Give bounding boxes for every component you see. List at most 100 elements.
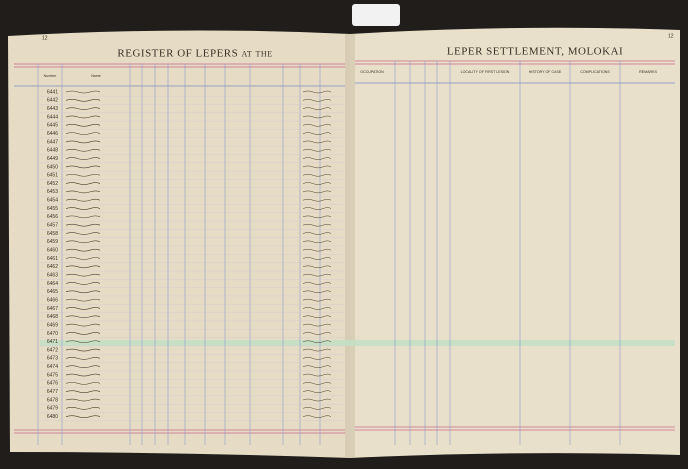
handwriting xyxy=(65,232,101,235)
left-page xyxy=(8,30,350,458)
handwriting xyxy=(302,198,332,202)
column-header: LOCALITY OF FIRST LESION xyxy=(461,70,510,74)
handwriting xyxy=(302,348,332,352)
page-title: LEPER SETTLEMENT, MOLOKAI xyxy=(447,46,623,58)
column-header: HISTORY OF CASE xyxy=(529,70,562,74)
handwriting xyxy=(302,182,332,185)
handwriting xyxy=(65,290,101,294)
column-header: COMPLICATIONS xyxy=(580,70,610,74)
handwriting xyxy=(65,248,101,252)
handwriting xyxy=(302,398,332,402)
handwriting xyxy=(302,407,332,410)
handwriting xyxy=(302,132,332,135)
row-number: 6447 xyxy=(47,139,58,145)
highlight-strip xyxy=(40,340,675,346)
row-number: 6452 xyxy=(47,181,58,187)
row-number: 6472 xyxy=(47,347,58,353)
row-number: 6474 xyxy=(47,364,58,370)
handwriting xyxy=(302,149,332,152)
handwriting xyxy=(65,340,101,344)
handwriting xyxy=(65,190,101,194)
row-number: 6459 xyxy=(47,239,58,245)
handwriting xyxy=(65,198,101,202)
handwriting xyxy=(302,382,332,385)
row-number: 6457 xyxy=(47,223,58,229)
handwriting xyxy=(65,357,101,360)
handwriting xyxy=(302,307,332,310)
handwriting xyxy=(65,265,101,269)
handwriting xyxy=(65,298,101,302)
handwriting xyxy=(302,248,332,252)
row-number: 6445 xyxy=(47,123,58,129)
handwriting xyxy=(302,390,332,393)
column-header: OCCUPATION xyxy=(360,70,384,74)
row-number: 6465 xyxy=(47,289,58,295)
row-number: 6477 xyxy=(47,389,58,395)
row-number: 6460 xyxy=(47,248,58,254)
handwriting xyxy=(65,315,101,319)
handwriting xyxy=(65,323,101,327)
row-number: 6461 xyxy=(47,256,58,262)
handwriting xyxy=(65,215,101,219)
handwriting xyxy=(302,315,332,319)
handwriting xyxy=(65,273,101,277)
page-number: 12 xyxy=(668,33,674,39)
label-sticker xyxy=(352,4,400,26)
handwriting xyxy=(65,365,101,369)
row-number: 6458 xyxy=(47,231,58,237)
handwriting xyxy=(65,173,101,177)
row-number: 6446 xyxy=(47,131,58,137)
handwriting xyxy=(302,140,332,144)
row-number: 6463 xyxy=(47,272,58,278)
handwriting xyxy=(65,99,101,102)
handwriting xyxy=(65,165,101,169)
handwriting xyxy=(65,240,101,244)
handwriting xyxy=(302,257,332,260)
page-title: REGISTER OF LEPERS at the xyxy=(117,48,272,60)
row-number: 6441 xyxy=(47,89,58,95)
handwriting xyxy=(65,90,101,94)
handwriting xyxy=(65,332,101,335)
row-number: 6455 xyxy=(47,206,58,212)
handwriting xyxy=(302,265,332,269)
row-number: 6464 xyxy=(47,281,58,287)
handwriting xyxy=(65,282,101,285)
handwriting xyxy=(65,207,101,210)
column-header: Number xyxy=(44,74,58,78)
handwriting xyxy=(302,273,332,277)
row-number: 6473 xyxy=(47,356,58,362)
handwriting xyxy=(65,140,101,144)
handwriting xyxy=(302,365,332,368)
page-number: 12 xyxy=(42,35,48,41)
handwriting xyxy=(302,282,332,285)
row-number: 6444 xyxy=(47,114,58,120)
handwriting xyxy=(302,415,332,418)
row-number: 6456 xyxy=(47,214,58,220)
row-number: 6470 xyxy=(47,331,58,337)
handwriting xyxy=(65,348,101,352)
row-number: 6468 xyxy=(47,314,58,320)
handwriting xyxy=(65,382,101,385)
handwriting xyxy=(302,332,332,335)
handwriting xyxy=(302,107,332,110)
row-number: 6475 xyxy=(47,372,58,378)
right-page xyxy=(350,27,680,458)
row-number: 6451 xyxy=(47,173,58,179)
row-number: 6478 xyxy=(47,397,58,403)
row-number: 6453 xyxy=(47,189,58,195)
row-number: 6467 xyxy=(47,306,58,312)
handwriting xyxy=(302,157,332,160)
handwriting xyxy=(65,407,101,410)
handwriting xyxy=(65,124,101,127)
handwriting xyxy=(302,90,332,94)
handwriting xyxy=(302,323,332,327)
row-number: 6454 xyxy=(47,198,58,204)
handwriting xyxy=(302,215,332,219)
row-number: 6479 xyxy=(47,406,58,412)
handwriting xyxy=(302,240,332,244)
gutter xyxy=(345,34,355,458)
handwriting xyxy=(65,107,101,110)
row-number: 6443 xyxy=(47,106,58,112)
handwriting xyxy=(302,115,332,119)
